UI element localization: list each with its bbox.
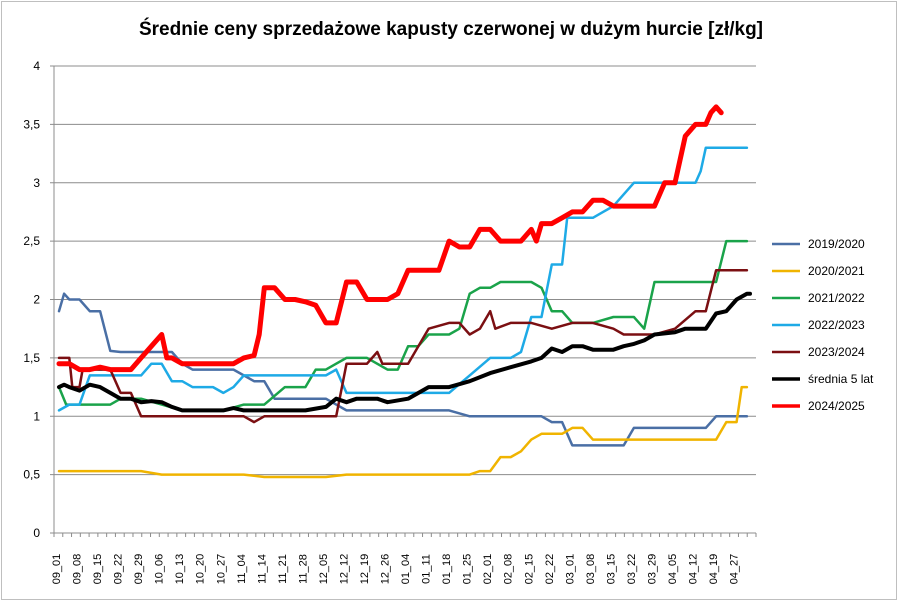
x-tick-label: 03_22 [626, 554, 638, 585]
series-line-2020-2021 [57, 385, 749, 479]
x-tick-label: 03_15 [605, 554, 617, 585]
x-tick-label: 12_19 [359, 554, 371, 585]
x-tick-label: 02_08 [503, 554, 515, 585]
x-tick-label: 01_11 [421, 554, 433, 584]
y-tick-label: 1,5 [23, 351, 40, 365]
y-tick-label: 2 [33, 293, 40, 307]
x-tick-label: 12_12 [338, 554, 350, 585]
x-tick-label: 03_29 [646, 554, 658, 585]
x-tick-label: 03_01 [564, 554, 576, 585]
x-tick-label: 01_25 [462, 554, 474, 585]
y-tick-label: 4 [33, 59, 40, 73]
x-tick-label: 10_27 [215, 554, 227, 585]
x-tick-label: 02_15 [523, 554, 535, 585]
x-tick-label: 11_14 [256, 554, 268, 584]
series-line-2019-2020 [57, 292, 749, 447]
legend: 2019/2020 2020/2021 2021/2022 2022/2023 2023… [772, 237, 874, 413]
y-tick-label: 3 [33, 176, 40, 190]
x-tick-label: 10_13 [174, 554, 186, 585]
x-tick-label: 04_12 [688, 554, 700, 585]
x-tick-label: 04_05 [667, 554, 679, 585]
x-tick-label: 09_01 [51, 554, 63, 585]
x-tick-label: 01_04 [400, 554, 412, 585]
x-tick-label: 11_21 [277, 554, 289, 584]
legend-label: 2023/2024 [808, 345, 865, 359]
series-line-2023-2024 [57, 269, 749, 424]
x-tick-label: 04_27 [729, 554, 741, 585]
y-axis-ticks: 0 0,5 1 1,5 2 2,5 3 3,5 4 [23, 59, 54, 540]
x-tick-label: 03_08 [585, 554, 597, 585]
legend-label: średnia 5 lat [808, 372, 874, 386]
x-tick-label: 11_28 [297, 554, 309, 584]
series-line--rednia-5-lat [57, 291, 752, 413]
y-tick-label: 2,5 [23, 234, 40, 248]
x-tick-label: 12_26 [380, 554, 392, 585]
legend-label: 2024/2025 [808, 399, 865, 413]
x-tick-label: 11_04 [236, 554, 248, 584]
series-line-2022-2023 [57, 146, 749, 412]
legend-label: 2021/2022 [808, 291, 865, 305]
series-line-2024-2025 [56, 104, 724, 373]
x-tick-label: 12_05 [318, 554, 330, 585]
x-tick-label: 09_22 [113, 554, 125, 585]
chart-title: Średnie ceny sprzedażowe kapusty czerwon… [139, 18, 763, 40]
x-tick-label: 10_06 [154, 554, 166, 585]
legend-label: 2022/2023 [808, 318, 865, 332]
x-tick-label: 09_08 [72, 554, 84, 585]
y-tick-label: 1 [33, 409, 40, 423]
x-tick-label: 10_20 [195, 554, 207, 585]
x-tick-label: 01_18 [441, 554, 453, 585]
x-tick-label: 04_19 [708, 554, 720, 585]
y-tick-label: 0 [33, 526, 40, 540]
y-tick-label: 3,5 [23, 117, 40, 131]
legend-label: 2020/2021 [808, 264, 865, 278]
x-tick-label: 02_22 [544, 554, 556, 585]
x-axis-ticks: 09_01 09_08 09_15 09_22 09_29 10_06 10_13 10_20… [51, 533, 757, 585]
legend-label: 2019/2020 [808, 237, 865, 251]
x-tick-label: 09_29 [133, 554, 145, 585]
series-lines [56, 104, 752, 479]
x-tick-label: 02_01 [482, 554, 494, 585]
y-tick-label: 0,5 [23, 468, 40, 482]
series-line-2021-2022 [57, 239, 749, 412]
x-tick-label: 09_15 [92, 554, 104, 585]
